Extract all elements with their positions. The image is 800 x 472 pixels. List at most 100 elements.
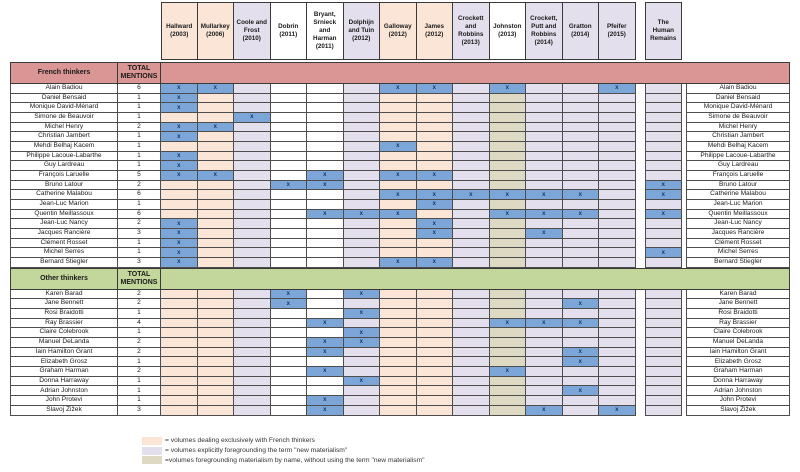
table-row: François Laruelle 5 x x x x x François Laruelle	[10, 171, 790, 181]
column-gap	[636, 239, 646, 249]
mark-cell	[234, 180, 271, 191]
mark-cell	[562, 376, 599, 387]
mark-cell	[270, 376, 307, 387]
table-row: Simone de Beauvoir 1 x Simone de Beauvoir	[10, 113, 790, 123]
thinker-name-right-cell: Philippe Lacoue-Labarthe	[686, 151, 790, 162]
mark-cell	[161, 347, 198, 358]
thinker-name-right-cell: Ray Brassier	[686, 318, 790, 329]
legend-item: = volumes explicitly foregrounding the t…	[142, 446, 425, 456]
thinker-name-right-cell: Claire Colebrook	[686, 328, 790, 339]
thinker-name-cell: Jean-Luc Nancy	[10, 219, 118, 230]
mark-cell	[307, 161, 344, 172]
mark-cell	[270, 347, 307, 358]
mark-cell	[526, 328, 563, 339]
mark-cell	[562, 367, 599, 377]
column-gap	[636, 161, 646, 171]
mark-cell	[599, 309, 636, 319]
mark-cell: x	[343, 338, 380, 348]
column-gap	[636, 290, 646, 300]
header-gap	[636, 2, 646, 60]
mark-cell	[453, 347, 490, 358]
legend-item: =volumes foregrounding materialism by na…	[142, 455, 425, 465]
mark-cell: x	[599, 405, 636, 416]
mark-cell: x	[307, 347, 344, 358]
mark-cell: x	[307, 209, 344, 220]
thinker-name-cell: John Protevi	[10, 396, 118, 406]
mark-cell	[380, 299, 417, 310]
mark-cell	[599, 93, 636, 104]
total-mentions-header-cell: TOTAL MENTIONS	[118, 62, 161, 84]
mark-cell	[526, 347, 563, 358]
mark-cell	[453, 142, 490, 152]
mark-cell	[161, 318, 198, 329]
column-gap	[636, 248, 646, 258]
mark-cell	[489, 347, 526, 358]
mark-cell	[416, 238, 453, 249]
mark-cell	[526, 367, 563, 377]
mark-cell	[270, 386, 307, 397]
mark-cell	[234, 171, 271, 181]
mark-cell	[599, 338, 636, 348]
mark-cell: x	[489, 190, 526, 201]
mark-cell	[599, 289, 636, 300]
mark-cell	[197, 367, 234, 377]
mark-cell	[270, 219, 307, 230]
mark-cell	[380, 200, 417, 210]
mark-cell	[489, 132, 526, 143]
total-mentions-cell: 1	[118, 93, 161, 104]
column-gap	[636, 200, 646, 210]
mark-cell	[453, 338, 490, 348]
mark-cell	[270, 328, 307, 339]
mark-cell	[645, 122, 682, 133]
column-gap	[636, 309, 646, 319]
column-gap	[636, 113, 646, 123]
column-gap	[636, 142, 646, 152]
table-row: Daniel Bensaid 1 x Daniel Bensaid	[10, 93, 790, 104]
mark-cell	[234, 376, 271, 387]
mark-cell	[453, 200, 490, 210]
mark-cell	[526, 289, 563, 300]
mark-cell	[453, 248, 490, 259]
mark-cell	[197, 328, 234, 339]
mark-cell	[562, 338, 599, 348]
mark-cell	[453, 318, 490, 329]
mark-cell	[645, 238, 682, 249]
column-header: Dobrin (2011)	[270, 2, 307, 60]
column-header: James (2012)	[416, 2, 453, 60]
mark-cell	[453, 367, 490, 377]
mark-cell	[453, 171, 490, 181]
mark-cell	[197, 347, 234, 358]
mark-cell	[161, 289, 198, 300]
total-mentions-cell: 1	[118, 161, 161, 172]
mark-cell: x	[307, 318, 344, 329]
legend: = volumes dealing exclusively with Frenc…	[142, 436, 425, 465]
mark-cell	[489, 357, 526, 368]
section-band-strip	[161, 267, 790, 290]
mark-cell	[380, 338, 417, 348]
mark-cell	[234, 289, 271, 300]
mark-cell	[270, 309, 307, 319]
total-mentions-cell: 3	[118, 229, 161, 239]
mark-cell	[416, 180, 453, 191]
mark-cell	[234, 258, 271, 268]
total-mentions-cell: 1	[118, 376, 161, 387]
mark-cell	[234, 396, 271, 406]
thinker-name-right-cell: Quentin Meillassoux	[686, 209, 790, 220]
mark-cell	[453, 376, 490, 387]
mark-cell	[197, 142, 234, 152]
mark-cell: x	[343, 209, 380, 220]
mark-cell	[453, 258, 490, 268]
mark-cell: x	[380, 258, 417, 268]
mark-cell	[645, 396, 682, 406]
mark-cell: x	[161, 122, 198, 133]
mark-cell: x	[161, 229, 198, 239]
mark-cell	[234, 248, 271, 259]
column-gap	[636, 348, 646, 358]
total-mentions-cell: 1	[118, 396, 161, 406]
mark-cell	[161, 396, 198, 406]
mark-cell	[645, 171, 682, 181]
mark-cell: x	[489, 318, 526, 329]
mark-cell: x	[307, 396, 344, 406]
mark-cell	[526, 180, 563, 191]
mark-cell	[234, 386, 271, 397]
